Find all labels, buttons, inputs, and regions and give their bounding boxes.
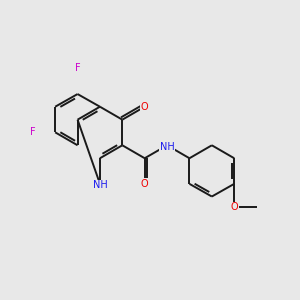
Text: O: O bbox=[230, 202, 238, 212]
Text: O: O bbox=[141, 179, 148, 189]
Text: NH: NH bbox=[93, 180, 107, 190]
Text: F: F bbox=[30, 127, 36, 137]
Text: F: F bbox=[75, 63, 80, 74]
Text: O: O bbox=[141, 102, 148, 112]
Text: NH: NH bbox=[160, 142, 175, 152]
